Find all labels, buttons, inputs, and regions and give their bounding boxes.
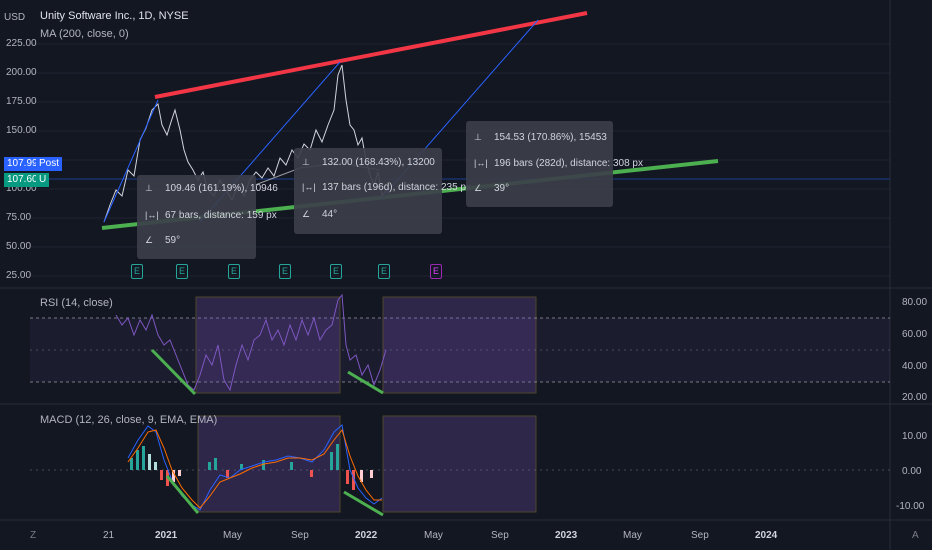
price-tick: 200.00 (6, 67, 37, 78)
time-tick: 21 (103, 530, 115, 541)
time-tick: May (623, 530, 642, 541)
earnings-marker[interactable]: E (330, 264, 342, 279)
time-tick: 2024 (755, 530, 778, 541)
last-price-badge: 107.60 (4, 173, 41, 187)
symbol-title[interactable]: Unity Software Inc., 1D, NYSE (40, 10, 189, 22)
price-tick: 225.00 (6, 38, 37, 49)
earnings-marker[interactable]: E (131, 264, 143, 279)
bar-range-icon: |↔| (145, 210, 159, 220)
price-tick: 175.00 (6, 96, 37, 107)
earnings-marker[interactable]: E (378, 264, 390, 279)
macd-divergence-line (165, 475, 200, 514)
measure-popup[interactable]: ⊥ 154.53 (170.86%), 15453 |↔| 196 bars (28… (466, 121, 643, 207)
angle-icon: ∠ (474, 183, 483, 193)
time-tick: Sep (291, 530, 309, 541)
price-tick: 100.00 (6, 183, 37, 194)
symbol-badge: U (36, 173, 50, 187)
macd-histogram (130, 444, 373, 490)
angle-icon: ∠ (145, 235, 154, 245)
time-tick: 2021 (155, 530, 178, 541)
rsi-box (382, 296, 537, 394)
rsi-tick: 80.00 (902, 297, 928, 308)
ma-indicator-label[interactable]: MA (200, close, 0) (40, 28, 129, 40)
auto-scale-button[interactable]: A (912, 530, 919, 541)
macd-divergence-line (343, 490, 384, 517)
price-range-icon: ⊥ (145, 183, 153, 193)
rsi-tick: 20.00 (902, 392, 928, 403)
price-tick: 25.00 (6, 270, 32, 281)
price-tick: 50.00 (6, 241, 32, 252)
time-tick: 2023 (555, 530, 578, 541)
earnings-marker-upcoming[interactable]: E (430, 264, 442, 279)
macd-box (382, 415, 537, 513)
rsi-divergence-line (347, 370, 384, 395)
post-price-badge: 107.99 (4, 157, 41, 171)
measure-popup[interactable]: ⊥ 132.00 (168.43%), 13200 |↔| 137 bars (19… (294, 148, 471, 234)
post-label-badge: Post (36, 157, 63, 171)
measure-popup[interactable]: ⊥ 109.46 (161.19%), 10946 |↔| 67 bars, dis… (137, 175, 278, 259)
rsi-tick: 60.00 (902, 329, 928, 340)
zoom-reset-button[interactable]: Z (30, 530, 37, 541)
rsi-tick: 40.00 (902, 361, 928, 372)
signal-line (127, 428, 382, 509)
currency-label: USD (4, 12, 26, 23)
resistance-line (154, 11, 588, 99)
time-tick: Sep (491, 530, 509, 541)
macd-tick: 0.00 (902, 466, 922, 477)
earnings-marker[interactable]: E (279, 264, 291, 279)
macd-line (127, 424, 383, 511)
rsi-line (115, 293, 387, 392)
price-range-icon: ⊥ (474, 132, 482, 142)
bar-range-icon: |↔| (302, 182, 316, 192)
time-tick: May (424, 530, 443, 541)
time-tick: 2022 (355, 530, 378, 541)
macd-indicator-label[interactable]: MACD (12, 26, close, 9, EMA, EMA) (40, 414, 218, 426)
macd-box (197, 415, 341, 513)
measure-line (103, 99, 159, 223)
rsi-box (195, 296, 341, 394)
time-tick: May (223, 530, 242, 541)
price-tick: 150.00 (6, 125, 37, 136)
earnings-marker[interactable]: E (228, 264, 240, 279)
macd-tick: -10.00 (896, 501, 925, 512)
rsi-indicator-label[interactable]: RSI (14, close) (40, 297, 113, 309)
time-tick: Sep (691, 530, 709, 541)
price-range-icon: ⊥ (302, 157, 310, 167)
bar-range-icon: |↔| (474, 158, 488, 168)
price-tick: 75.00 (6, 212, 32, 223)
earnings-marker[interactable]: E (176, 264, 188, 279)
macd-tick: 10.00 (902, 431, 928, 442)
rsi-divergence-line (150, 348, 197, 396)
angle-icon: ∠ (302, 209, 311, 219)
